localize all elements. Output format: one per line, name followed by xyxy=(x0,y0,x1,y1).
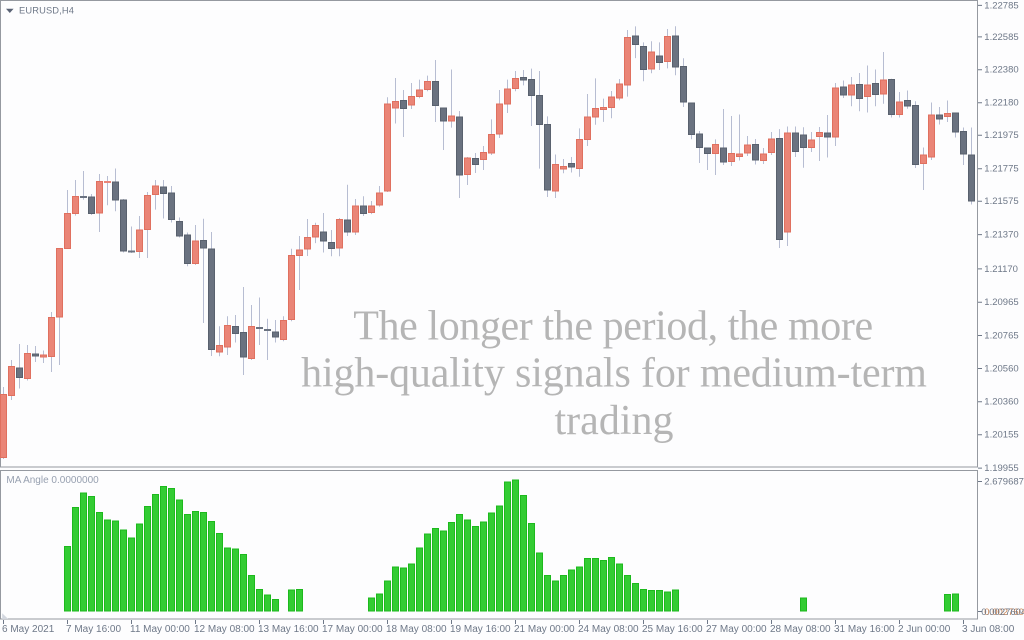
svg-text:1.20360: 1.20360 xyxy=(984,397,1018,408)
svg-text:31 May 16:00: 31 May 16:00 xyxy=(834,624,895,635)
svg-text:18 May 08:00: 18 May 08:00 xyxy=(386,624,447,635)
svg-text:2.6796875: 2.6796875 xyxy=(984,476,1024,487)
svg-text:0.0027604: 0.0027604 xyxy=(981,607,1024,618)
svg-text:1.19955: 1.19955 xyxy=(984,463,1018,474)
svg-text:1.21370: 1.21370 xyxy=(984,230,1018,241)
svg-text:25 May 16:00: 25 May 16:00 xyxy=(642,624,703,635)
svg-text:17 May 00:00: 17 May 00:00 xyxy=(322,624,383,635)
svg-text:high-quality signals for mediu: high-quality signals for medium-term xyxy=(301,351,927,397)
svg-text:1.22785: 1.22785 xyxy=(984,0,1018,11)
svg-text:13 May 16:00: 13 May 16:00 xyxy=(258,624,319,635)
svg-text:11 May 00:00: 11 May 00:00 xyxy=(130,624,190,635)
svg-text:1.21975: 1.21975 xyxy=(984,130,1018,141)
svg-text:EURUSD,H4: EURUSD,H4 xyxy=(19,6,74,16)
svg-text:The longer the period, the mor: The longer the period, the more xyxy=(353,304,872,350)
svg-text:24 May 08:00: 24 May 08:00 xyxy=(578,624,639,635)
svg-text:1.20560: 1.20560 xyxy=(984,363,1018,374)
svg-text:1.21170: 1.21170 xyxy=(984,264,1018,275)
svg-text:1.22585: 1.22585 xyxy=(984,32,1018,43)
svg-text:28 May 08:00: 28 May 08:00 xyxy=(770,624,831,635)
svg-text:1.20155: 1.20155 xyxy=(984,430,1018,441)
svg-text:3 Jun 08:00: 3 Jun 08:00 xyxy=(962,624,1015,635)
svg-text:1.20765: 1.20765 xyxy=(984,330,1018,341)
svg-text:7 May 16:00: 7 May 16:00 xyxy=(66,624,121,635)
svg-text:6 May 2021: 6 May 2021 xyxy=(2,624,55,635)
svg-text:1.22380: 1.22380 xyxy=(984,65,1018,76)
svg-text:12 May 08:00: 12 May 08:00 xyxy=(194,624,255,635)
svg-text:1.22180: 1.22180 xyxy=(984,98,1018,109)
svg-text:1.20965: 1.20965 xyxy=(984,297,1018,308)
svg-text:1.21575: 1.21575 xyxy=(984,196,1018,207)
svg-text:MA Angle 0.0000000: MA Angle 0.0000000 xyxy=(6,475,99,486)
svg-text:1.21775: 1.21775 xyxy=(984,164,1018,175)
svg-text:21 May 00:00: 21 May 00:00 xyxy=(514,624,575,635)
svg-text:19 May 16:00: 19 May 16:00 xyxy=(450,624,511,635)
svg-text:2 Jun 00:00: 2 Jun 00:00 xyxy=(898,624,951,635)
svg-text:trading: trading xyxy=(555,398,674,444)
svg-text:0.0027604: 0.0027604 xyxy=(984,607,1024,618)
svg-text:27 May 00:00: 27 May 00:00 xyxy=(706,624,767,635)
